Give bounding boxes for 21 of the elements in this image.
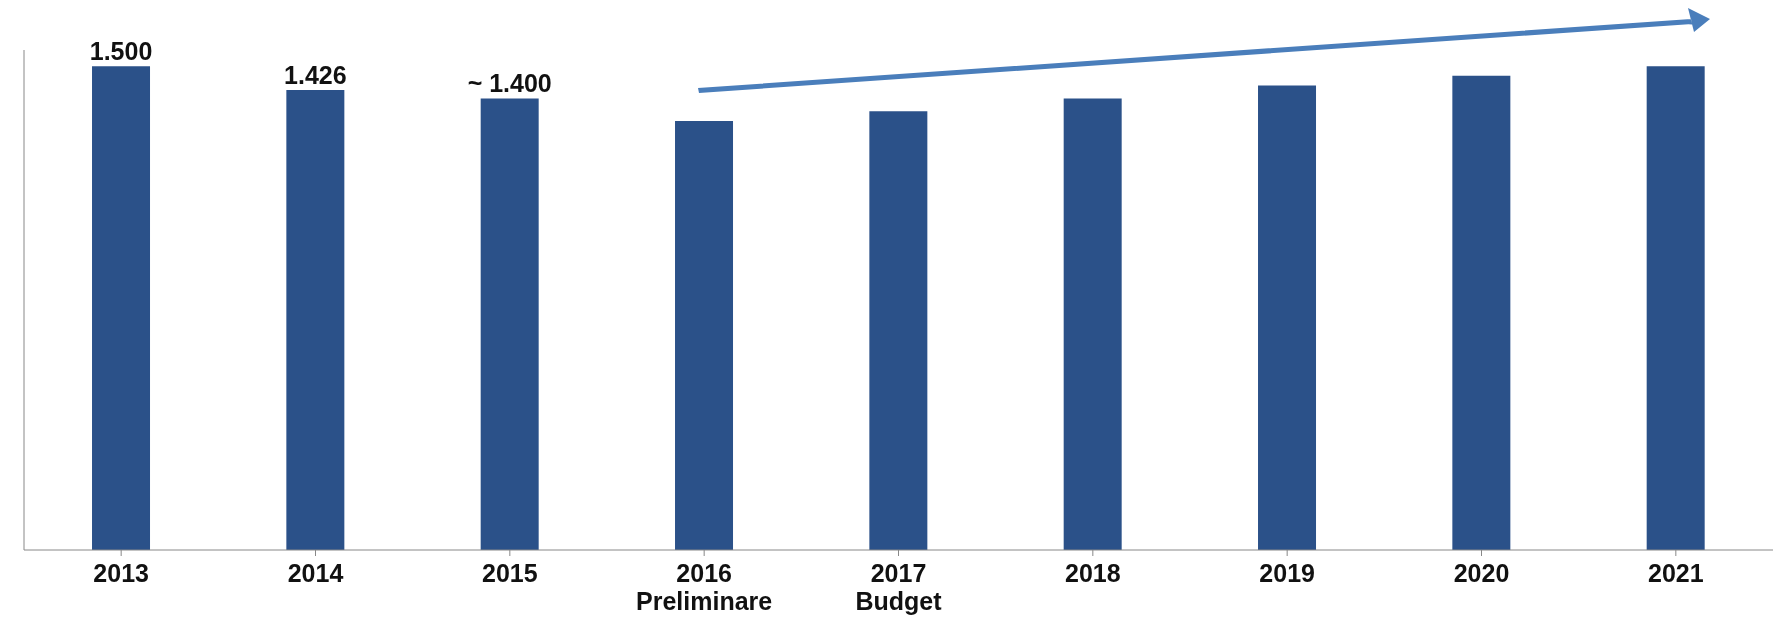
data-label: 1.426 (284, 61, 347, 89)
bar (675, 120, 734, 550)
bar (480, 98, 539, 550)
x-tick-label: 2021 (1648, 559, 1704, 587)
x-tick-label: 2019 (1259, 559, 1315, 587)
bar (1258, 85, 1317, 550)
x-tick-label: 2013 (93, 559, 149, 587)
bar (1646, 66, 1705, 550)
x-tick-label: 2020 (1453, 559, 1510, 587)
bar (1063, 98, 1122, 550)
bar (869, 111, 928, 550)
x-tick-label: 2018 (1065, 559, 1121, 587)
x-tick-label: 2016 Preliminare (636, 559, 773, 615)
data-label: 1.500 (89, 37, 153, 66)
data-label: ~ 1.400 (467, 69, 552, 98)
bar (286, 90, 345, 550)
x-tick-label: 2017 Budget (855, 559, 943, 615)
bar (92, 66, 151, 550)
bar (1452, 75, 1511, 550)
x-tick-label: 2015 (482, 559, 538, 587)
x-tick-label: 2014 (287, 559, 344, 587)
